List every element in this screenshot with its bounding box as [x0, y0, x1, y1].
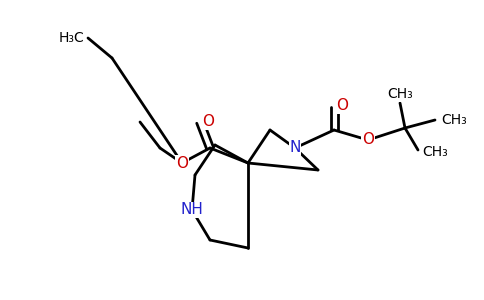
- Text: CH₃: CH₃: [422, 145, 448, 159]
- Text: H₃C: H₃C: [58, 31, 84, 45]
- Text: O: O: [176, 155, 188, 170]
- Text: N: N: [289, 140, 301, 155]
- Text: O: O: [202, 115, 214, 130]
- Text: O: O: [362, 133, 374, 148]
- Text: O: O: [336, 98, 348, 113]
- Text: CH₃: CH₃: [441, 113, 467, 127]
- Text: NH: NH: [181, 202, 203, 217]
- Text: CH₃: CH₃: [387, 87, 413, 101]
